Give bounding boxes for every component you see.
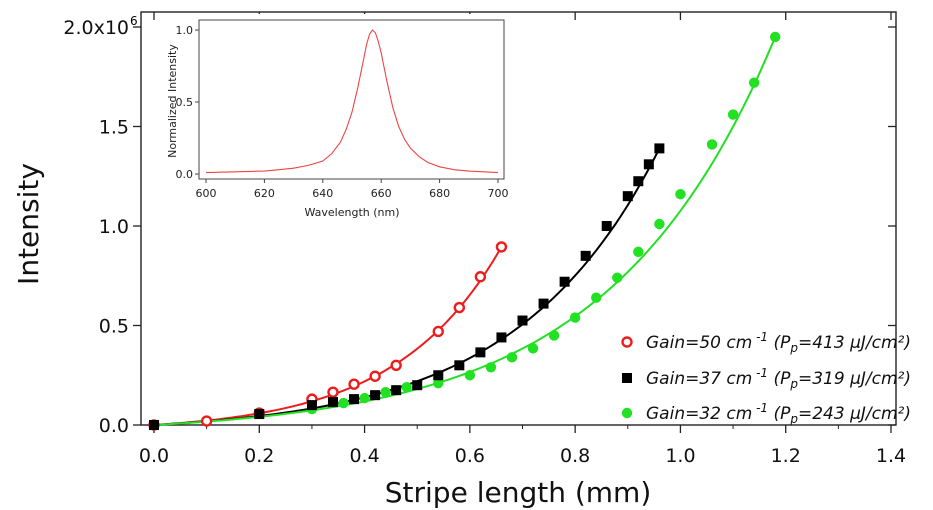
y-tick-label: 0.5 bbox=[99, 316, 129, 338]
data-point bbox=[327, 386, 339, 398]
inset-spectrum bbox=[205, 29, 499, 174]
data-point bbox=[369, 370, 381, 382]
main-plot-frame bbox=[140, 11, 897, 426]
data-point bbox=[433, 370, 444, 381]
data-point bbox=[453, 301, 466, 314]
data-point bbox=[506, 352, 518, 363]
inset-axis-ticks: 600 620 640 660 680 700 0.0 0.5 1.0 bbox=[176, 24, 509, 200]
x-tick-label: 0.4 bbox=[349, 445, 379, 467]
inset-x-tick-label: 600 bbox=[196, 187, 217, 200]
legend-label: Gain=32 cm -1 (Pp=243 μJ/cm²) bbox=[646, 401, 911, 426]
data-point bbox=[380, 386, 391, 398]
data-point bbox=[769, 31, 781, 43]
data-point bbox=[748, 77, 760, 88]
x-tick-label: 0.6 bbox=[455, 445, 485, 467]
y-tick-label: 1.0 bbox=[99, 216, 129, 238]
main-axis-ticks: 0.0 0.2 0.4 0.6 0.8 1.0 1.2 1.4 0.0 0.5 1.0 1.5 2.0x… bbox=[63, 12, 906, 467]
data-point bbox=[475, 347, 486, 358]
data-point bbox=[306, 400, 317, 411]
x-tick-label: 0.0 bbox=[139, 445, 169, 467]
data-point bbox=[548, 330, 560, 341]
data-point bbox=[401, 381, 412, 393]
inset-spectrum-line bbox=[205, 29, 499, 174]
legend-marker bbox=[621, 407, 633, 419]
data-point bbox=[633, 246, 644, 258]
x-axis-title: Stripe length (mm) bbox=[385, 476, 652, 509]
data-point bbox=[338, 397, 349, 409]
y-tick-label: 0.0 bbox=[99, 415, 129, 437]
inset-plot-frame bbox=[198, 19, 505, 180]
inset-x-tick-label: 680 bbox=[429, 187, 450, 200]
fit-curve bbox=[153, 246, 503, 426]
data-point bbox=[654, 143, 665, 154]
data-point bbox=[559, 276, 570, 287]
data-point bbox=[254, 409, 265, 420]
data-point bbox=[412, 380, 423, 391]
y-axis-title: Intensity bbox=[12, 163, 45, 285]
inset-y-tick-label: 1.0 bbox=[176, 24, 194, 37]
x-tick-label: 1.0 bbox=[665, 445, 695, 467]
legend-label: Gain=50 cm -1 (Pp=413 μJ/cm²) bbox=[646, 330, 911, 355]
inset-y-tick-label: 0.0 bbox=[176, 168, 194, 181]
inset-x-tick-label: 700 bbox=[488, 187, 509, 200]
y-tick-exponent: 6 bbox=[130, 14, 138, 28]
data-point bbox=[643, 159, 654, 170]
inset-x-axis-title: Wavelength (nm) bbox=[304, 206, 399, 219]
data-point bbox=[485, 362, 497, 373]
legend-marker bbox=[621, 336, 633, 348]
x-tick-label: 0.8 bbox=[560, 445, 590, 467]
data-point bbox=[580, 250, 591, 261]
y-tick-label: 1.5 bbox=[99, 117, 129, 139]
data-point bbox=[464, 370, 476, 381]
data-point bbox=[654, 218, 665, 230]
data-point bbox=[495, 241, 508, 253]
data-point bbox=[727, 109, 739, 120]
inset-y-tick-label: 0.5 bbox=[176, 96, 194, 109]
data-point bbox=[517, 315, 528, 326]
data-point bbox=[569, 312, 581, 323]
data-point bbox=[349, 394, 360, 405]
legend-label: Gain=37 cm -1 (Pp=319 μJ/cm²) bbox=[646, 366, 911, 391]
data-point bbox=[612, 272, 623, 283]
inset-x-tick-label: 640 bbox=[312, 187, 333, 200]
data-point bbox=[370, 390, 381, 401]
data-point bbox=[327, 397, 338, 408]
inset-y-axis-title: Normalized Intensity bbox=[166, 44, 179, 158]
inset-x-tick-label: 660 bbox=[371, 187, 392, 200]
data-point bbox=[538, 298, 549, 309]
data-point bbox=[527, 343, 539, 354]
data-point bbox=[454, 360, 465, 371]
data-point bbox=[390, 359, 402, 371]
data-point bbox=[200, 415, 213, 427]
data-point bbox=[149, 420, 159, 430]
data-point bbox=[359, 392, 370, 404]
main-data-markers bbox=[148, 31, 781, 431]
legend: Gain=50 cm -1 (Pp=413 μJ/cm²) Gain=37 cm … bbox=[621, 330, 911, 426]
x-tick-label: 0.2 bbox=[244, 445, 274, 467]
legend-marker bbox=[622, 373, 632, 383]
data-point bbox=[391, 385, 402, 396]
data-point bbox=[622, 191, 633, 202]
inset-x-tick-label: 620 bbox=[254, 187, 275, 200]
y-tick-label: 2.0x10 bbox=[63, 17, 129, 39]
data-point bbox=[348, 378, 360, 390]
x-tick-label: 1.2 bbox=[771, 445, 801, 467]
data-point bbox=[706, 139, 718, 150]
data-point bbox=[496, 332, 507, 343]
data-point bbox=[601, 221, 612, 231]
data-point bbox=[591, 292, 602, 303]
data-point bbox=[633, 176, 644, 187]
data-point bbox=[675, 188, 686, 200]
data-point bbox=[432, 325, 444, 338]
x-tick-label: 1.4 bbox=[876, 445, 906, 467]
data-point bbox=[474, 271, 487, 283]
data-point bbox=[433, 378, 444, 389]
